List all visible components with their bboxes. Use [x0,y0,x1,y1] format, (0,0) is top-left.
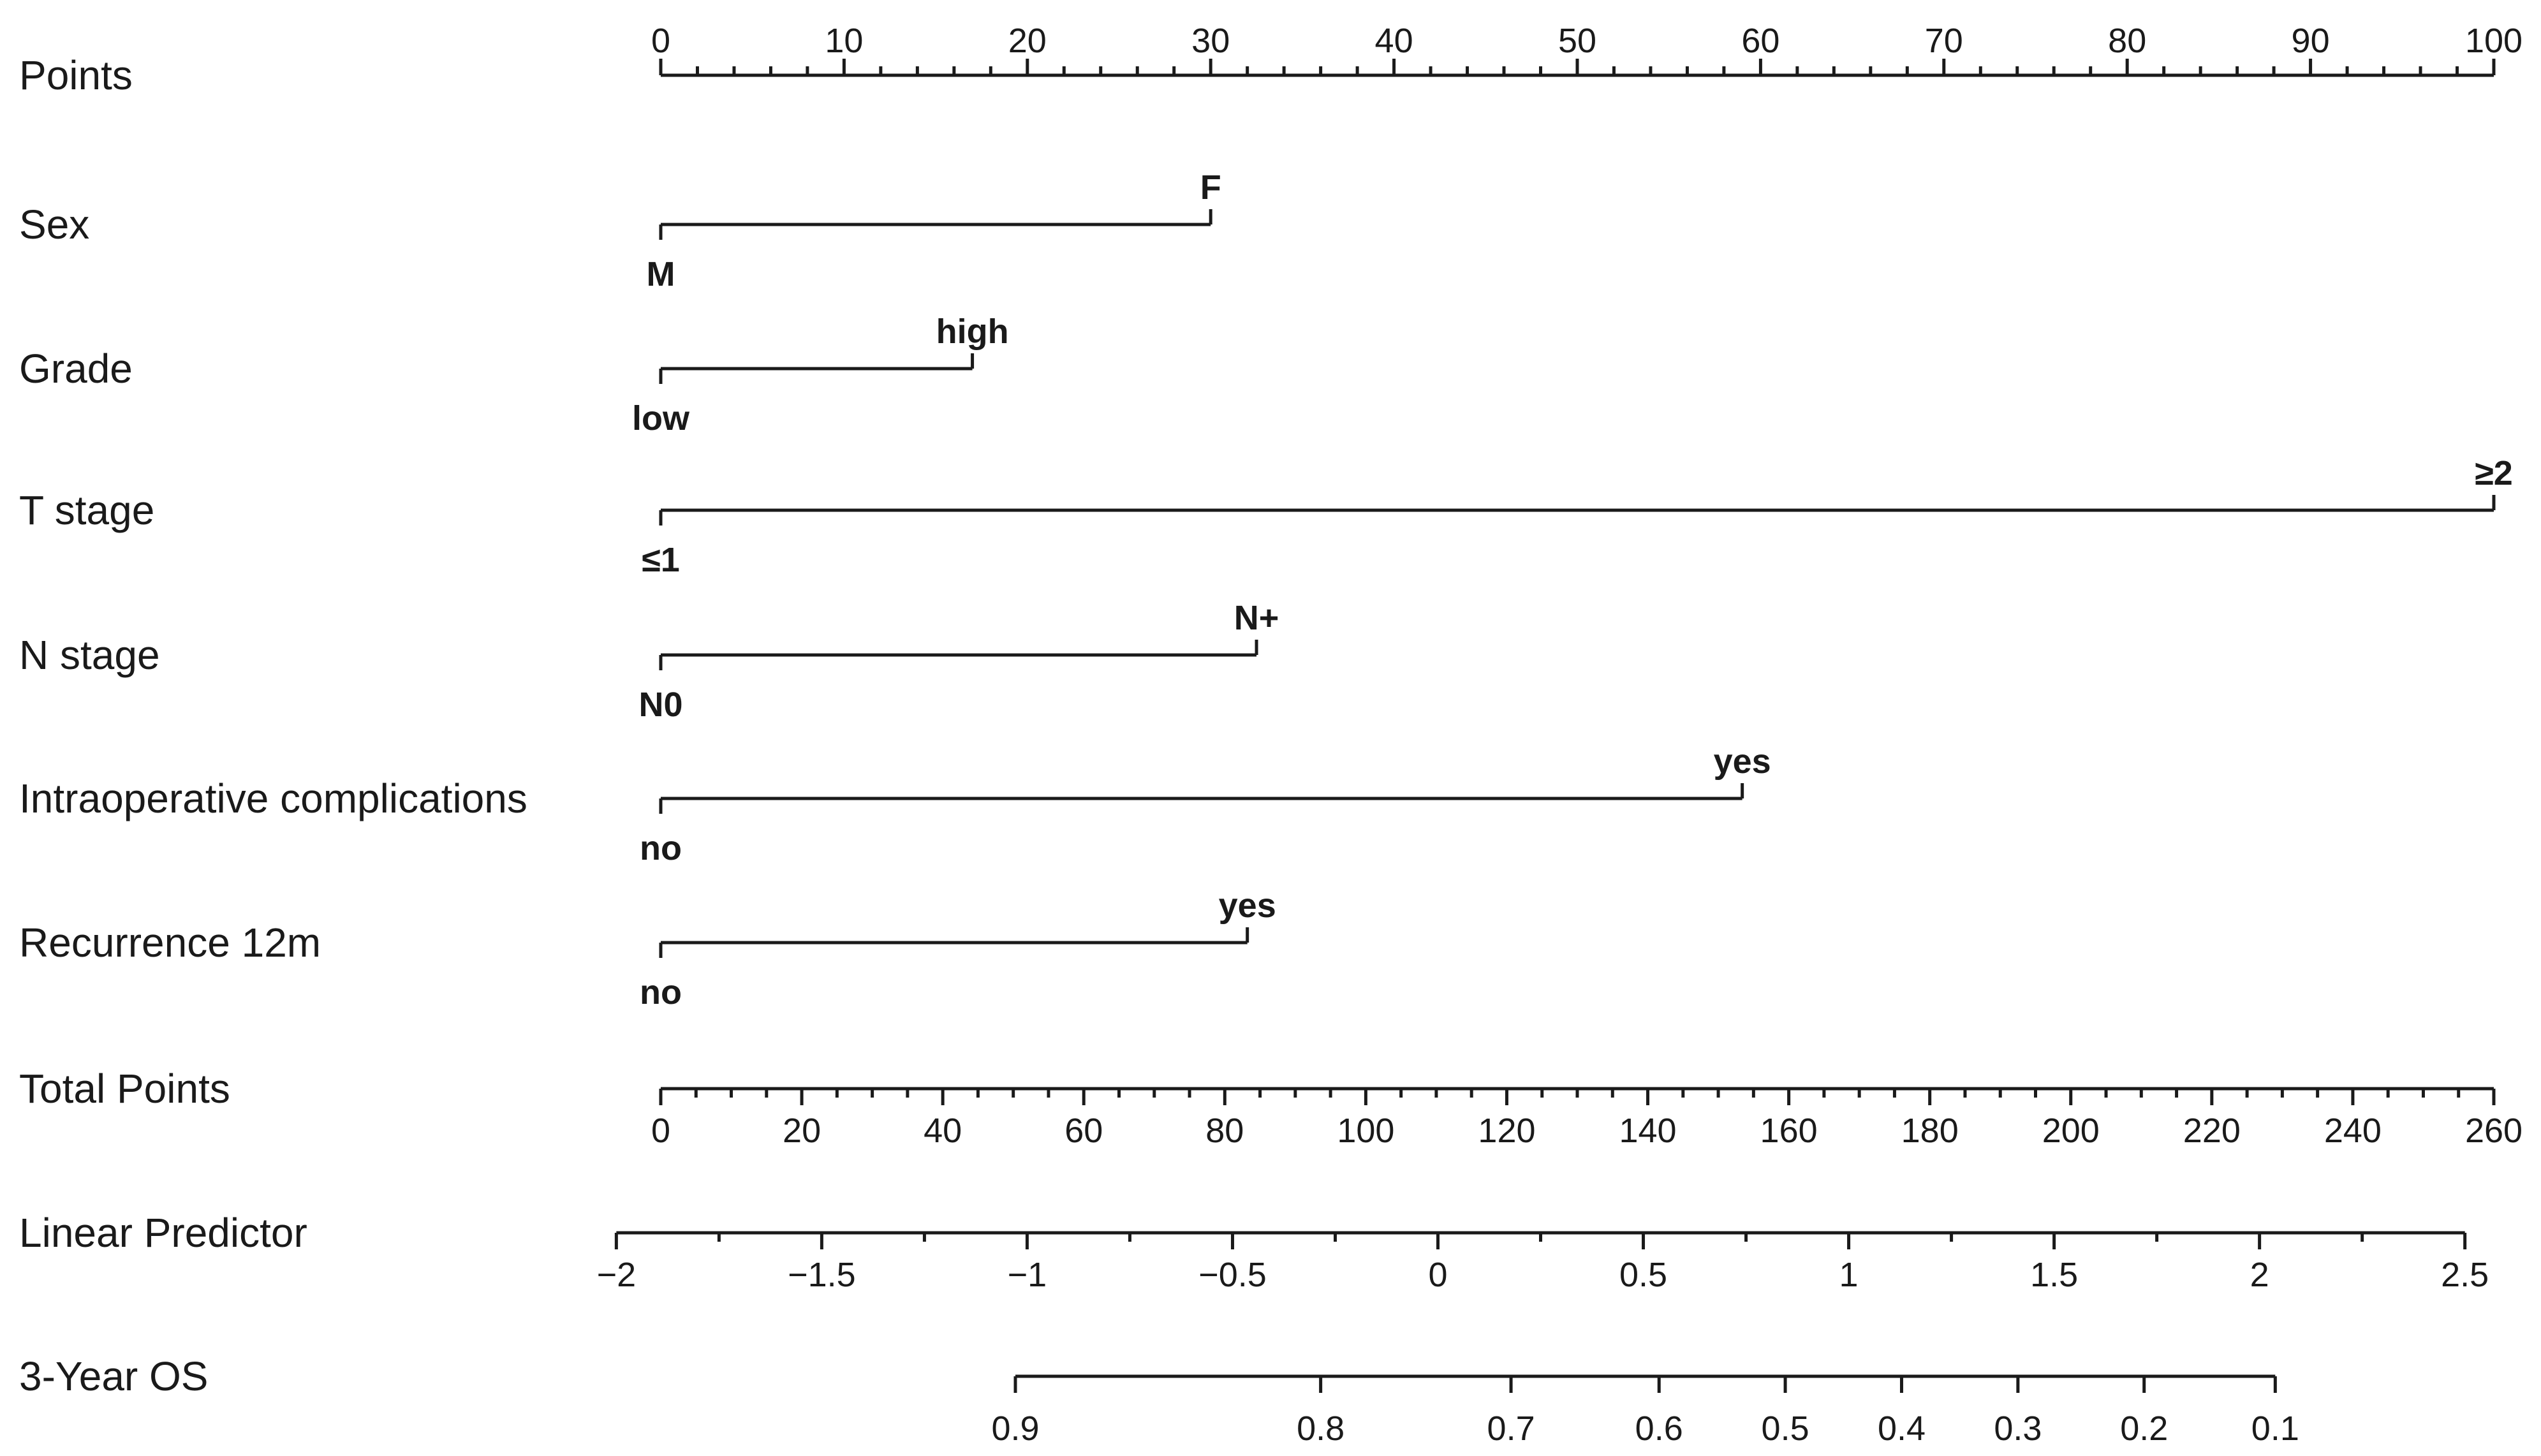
tick-label: 50 [1558,22,1596,60]
tick-label: 40 [1375,22,1413,60]
level-label-yes: yes [1714,742,1771,781]
level-label-n: N+ [1234,599,1279,637]
tick-label: 100 [1337,1112,1394,1150]
tick-label: 0.5 [1619,1256,1667,1294]
level-label-high: high [936,313,1009,351]
row-sex: Sex M F [19,168,1221,293]
tick-label: 80 [2108,22,2146,60]
tick-label: 0.6 [1635,1409,1683,1448]
tick-label: 180 [1901,1112,1959,1150]
row-points: Points 0 10 20 30 40 50 60 70 80 90 100 [19,22,2523,98]
row-label: Intraoperative complications [19,776,527,821]
tick-label: 2 [2250,1256,2269,1294]
tick-label: −1 [1008,1256,1047,1294]
level-label-n0: N0 [638,686,682,724]
tick-label: 1 [1839,1256,1859,1294]
tick-label: 0 [651,1112,670,1150]
tick-label: 0.7 [1487,1409,1535,1448]
tick-label: 0.8 [1297,1409,1344,1448]
tick-label: 2.5 [2441,1256,2489,1294]
row-intraoperative-complications: Intraoperative complications no yes [19,742,1771,867]
tick-label: 1.5 [2030,1256,2078,1294]
tick-label: −0.5 [1198,1256,1267,1294]
tick-label: 200 [2042,1112,2100,1150]
tick-label: −1.5 [788,1256,856,1294]
level-label-f: F [1200,168,1221,207]
tick-label: 70 [1925,22,1963,60]
tick-label: 220 [2183,1112,2241,1150]
row-t-stage: T stage ≤1 ≥2 [19,454,2513,579]
tick-label: 30 [1191,22,1230,60]
row-label: Points [19,52,133,98]
tick-label: 0.5 [1762,1409,1809,1448]
level-label-low: low [632,399,690,438]
row-label: Linear Predictor [19,1210,307,1256]
row-3-year-os: 3-Year OS 0.9 0.8 0.7 0.6 0.5 0.4 0.3 0.2 0.1 [19,1353,2299,1448]
row-linear-predictor: Linear Predictor −2 −1.5 −1 −0.5 0 0.5 1 1.5 2 2.5 [19,1210,2489,1294]
tick-label: 0.3 [1994,1409,2042,1448]
tick-label: 240 [2324,1112,2382,1150]
tick-label: 0 [651,22,670,60]
tick-label: 0.9 [991,1409,1039,1448]
tick-label: 0.1 [2251,1409,2299,1448]
level-label-1: ≤1 [642,541,680,579]
level-label-2: ≥2 [2475,454,2513,492]
tick-label: 0 [1428,1256,1447,1294]
row-label: 3-Year OS [19,1353,208,1399]
row-label: N stage [19,632,160,678]
row-label: Total Points [19,1066,230,1112]
tick-label: 260 [2465,1112,2523,1150]
tick-label: 160 [1760,1112,1818,1150]
tick-label: 120 [1478,1112,1535,1150]
tick-label: 100 [2465,22,2523,60]
tick-label: −2 [597,1256,637,1294]
tick-label: 90 [2292,22,2330,60]
row-label: Grade [19,346,133,392]
tick-label: 20 [1008,22,1047,60]
level-label-no: no [640,829,682,867]
row-grade: Grade low high [19,313,1009,438]
tick-label: 10 [825,22,863,60]
tick-label: 0.2 [2120,1409,2168,1448]
row-label: T stage [19,487,154,533]
row-n-stage: N stage N0 N+ [19,599,1279,724]
tick-label: 40 [924,1112,962,1150]
tick-label: 60 [1064,1112,1103,1150]
level-label-yes: yes [1219,886,1276,925]
tick-label: 80 [1205,1112,1244,1150]
tick-label: 20 [783,1112,821,1150]
level-label-no: no [640,973,682,1011]
tick-label: 60 [1741,22,1779,60]
row-label: Sex [19,202,89,247]
level-label-m: M [647,255,675,293]
tick-label: 140 [1619,1112,1676,1150]
row-total-points: Total Points 0 20 40 60 80 100 120 140 160 180 200 2… [19,1066,2523,1150]
row-recurrence-12m: Recurrence 12m no yes [19,886,1276,1011]
row-label: Recurrence 12m [19,920,321,966]
tick-label: 0.4 [1878,1409,1926,1448]
